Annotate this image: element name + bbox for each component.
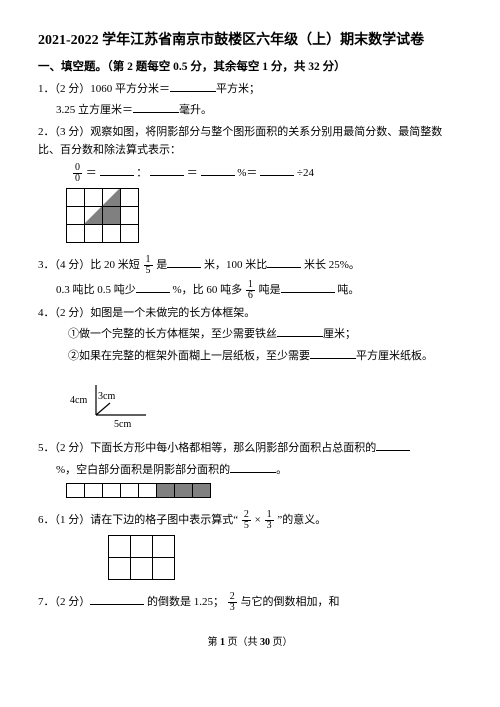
blank — [90, 594, 144, 605]
q2-equation-figure: 00 ＝ ： ＝ %＝ ÷24 — [66, 163, 462, 251]
fraction-2-3: 23 — [228, 592, 237, 613]
footer-total: 30 — [260, 637, 270, 648]
q7-a: 7．（2 分） — [38, 596, 90, 608]
q4-1-b: 厘米； — [323, 328, 356, 340]
q7-b: 的倒数是 1.25； — [147, 596, 224, 608]
question-5b: %，空白部分面积是阴影部分面积的 。 — [38, 462, 462, 480]
q3b-a4: 吨。 — [337, 284, 359, 296]
blank — [201, 165, 235, 176]
exam-title: 2021-2022 学年江苏省南京市鼓楼区六年级（上）期末数学试卷 — [38, 30, 462, 52]
q6-b: ”的意义。 — [277, 514, 326, 526]
blank — [260, 165, 294, 176]
question-4-2: ②如果在完整的框架外面糊上一层纸板，至少需要 平方厘米纸板。 — [38, 348, 462, 366]
blank — [230, 462, 276, 473]
q3-a4: 米长 25%。 — [304, 259, 360, 271]
eq-sign: ＝ — [86, 167, 97, 179]
q4-2-b: 平方厘米纸板。 — [356, 350, 433, 362]
question-4: 4．（2 分）如图是一个未做完的长方体框架。 — [38, 305, 462, 323]
blank — [267, 257, 301, 268]
svg-text:4cm: 4cm — [70, 395, 87, 406]
eq-sign: ＝ — [187, 167, 198, 179]
q3-a3: 米，100 米比 — [204, 259, 267, 271]
q3b-a2: %，比 60 吨多 — [173, 284, 243, 296]
exam-page: 2021-2022 学年江苏省南京市鼓楼区六年级（上）期末数学试卷 一、填空题。… — [0, 0, 500, 627]
blank — [136, 282, 170, 293]
q5-a: 5．（2 分）下面长方形中每小格都相等，那么阴影部分面积占总面积的 — [38, 442, 376, 454]
q6-grid-figure — [108, 535, 176, 581]
fraction-1-6: 16 — [246, 280, 255, 301]
blank — [100, 165, 134, 176]
q3-a1: 3．（4 分）比 20 米短 — [38, 259, 140, 271]
fraction-1-5: 15 — [144, 255, 153, 276]
q5-strip-figure — [66, 483, 212, 499]
section-heading: 一、填空题。（第 2 题每空 0.5 分，其余每空 1 分，共 32 分） — [38, 58, 462, 76]
blank — [281, 282, 335, 293]
page-footer: 第 1 页（共 30 页） — [0, 633, 500, 648]
question-3b: 0.3 吨比 0.5 吨少 %，比 60 吨多 16 吨是 吨。 — [38, 280, 462, 301]
question-4-1: ①做一个完整的长方体框架，至少需要铁丝 厘米； — [38, 326, 462, 344]
q4-1-a: ①做一个完整的长方体框架，至少需要铁丝 — [68, 328, 277, 340]
q4-figure-wrap: 4cm 3cm 5cm — [66, 370, 462, 437]
q4-cuboid-figure: 4cm 3cm 5cm — [66, 370, 186, 430]
q1-text-a: 1．（2 分）1060 平方分米＝ — [38, 83, 170, 95]
question-5: 5．（2 分）下面长方形中每小格都相等，那么阴影部分面积占总面积的 — [38, 440, 462, 458]
q6-figure-wrap — [108, 535, 462, 588]
q5-figure-wrap — [66, 483, 462, 506]
q1b-text-a: 3.25 立方厘米＝ — [56, 104, 133, 116]
pct-sign: %＝ — [237, 167, 257, 179]
q1b-text-b: 毫升。 — [179, 104, 212, 116]
svg-text:3cm: 3cm — [98, 391, 115, 402]
svg-text:5cm: 5cm — [114, 419, 131, 430]
footer-e: 页） — [270, 637, 293, 648]
q4-2-a: ②如果在完整的框架外面糊上一层纸板，至少需要 — [68, 350, 310, 362]
question-7: 7．（2 分） 的倒数是 1.25； 23 与它的倒数相加，和 — [38, 592, 462, 613]
blank — [170, 81, 216, 92]
question-6: 6．（1 分）请在下边的格子图中表示算式“ 25 × 13 ”的意义。 — [38, 510, 462, 531]
blank — [133, 102, 179, 113]
q7-c: 与它的倒数相加，和 — [241, 596, 340, 608]
blank — [150, 165, 184, 176]
q3b-a1: 0.3 吨比 0.5 吨少 — [56, 284, 136, 296]
q3-a2: 是 — [156, 259, 167, 271]
q3b-a3: 吨是 — [259, 284, 281, 296]
q5-c: 。 — [276, 464, 287, 476]
question-3: 3．（4 分）比 20 米短 15 是 米，100 米比 米长 25%。 — [38, 255, 462, 276]
colon: ： — [136, 167, 147, 179]
q6-a: 6．（1 分）请在下边的格子图中表示算式“ — [38, 514, 238, 526]
question-1b: 3.25 立方厘米＝ 毫升。 — [38, 102, 462, 120]
blank — [310, 348, 356, 359]
footer-a: 第 — [208, 637, 221, 648]
q2-grid-figure — [66, 188, 140, 244]
blank — [167, 257, 201, 268]
blank — [376, 440, 410, 451]
div-text: ÷24 — [297, 167, 314, 179]
blank — [277, 326, 323, 337]
fraction-blank: 00 — [73, 163, 82, 184]
q1-text-b: 平方米； — [216, 83, 260, 95]
fraction-1-3: 13 — [265, 510, 274, 531]
question-2: 2．（3 分）观察如图，将阴影部分与整个图形面积的关系分别用最简分数、最简整数比… — [38, 124, 462, 159]
fraction-2-5: 25 — [242, 510, 251, 531]
footer-c: 页（共 — [225, 637, 260, 648]
q5-b: %，空白部分面积是阴影部分面积的 — [56, 464, 230, 476]
question-1: 1．（2 分）1060 平方分米＝ 平方米； — [38, 81, 462, 99]
